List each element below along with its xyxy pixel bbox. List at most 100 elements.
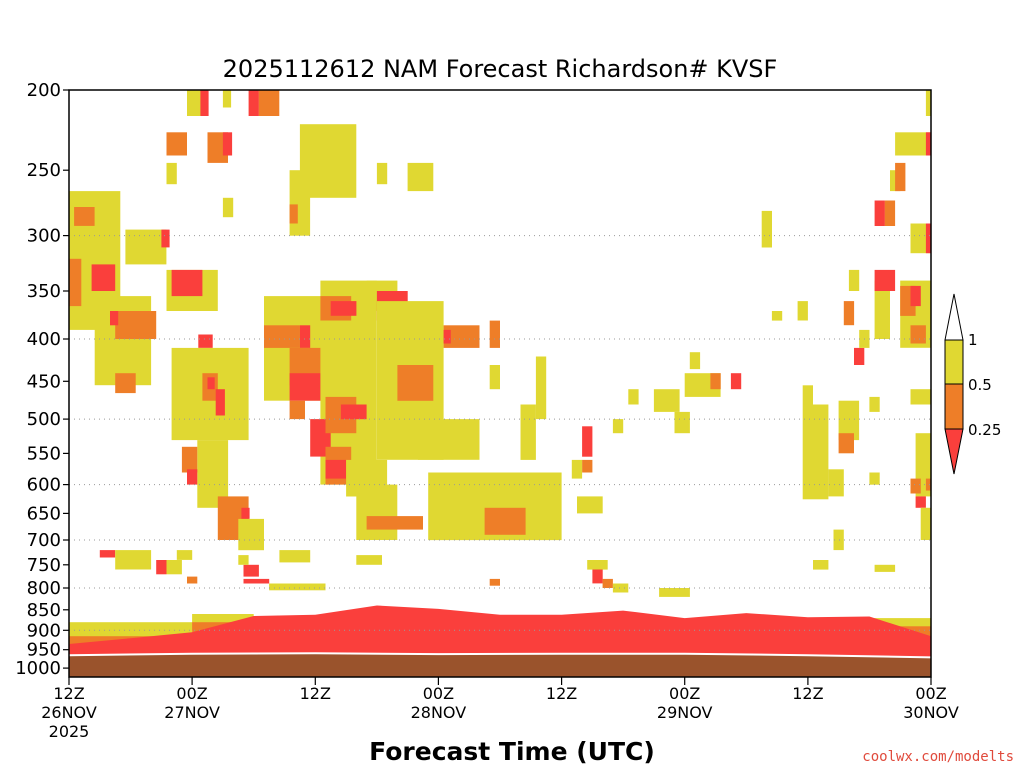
ri-cell-100 (895, 162, 906, 192)
legend-arrow-bottom (944, 428, 964, 475)
chart-title: 2025112612 NAM Forecast Richardson# KVSF (223, 55, 778, 83)
ri-cell-108 (910, 223, 931, 254)
ri-cell-129 (592, 569, 603, 584)
ri-cell-126 (243, 578, 270, 584)
ri-cell-58 (397, 365, 434, 401)
ri-cell-73 (628, 389, 639, 405)
ri-cell-16 (215, 389, 225, 416)
ri-cell-119 (166, 560, 182, 575)
ri-cell-1 (74, 207, 95, 226)
ri-cell-71 (577, 496, 603, 514)
x-tick-label-60-1: 00Z (669, 684, 700, 703)
ri-cell-112 (910, 478, 921, 494)
ri-cell-135 (874, 564, 896, 572)
ri-cell-21 (241, 507, 250, 519)
y-tick-label-550: 550 (27, 443, 61, 464)
ri-cell-113 (915, 496, 926, 508)
ri-cell-83 (802, 385, 813, 405)
ri-cell-59 (417, 419, 480, 460)
ri-cell-61 (443, 329, 451, 344)
ri-cell-28 (166, 132, 187, 156)
y-tick-label-400: 400 (27, 329, 61, 350)
ri-cell-9 (161, 229, 170, 248)
ri-cell-96 (874, 269, 896, 291)
x-tick-label-0-3: 2025 (49, 722, 90, 741)
ri-cell-78 (730, 373, 742, 390)
ri-cell-66 (489, 365, 500, 390)
x-tick-label-48-1: 12Z (546, 684, 577, 703)
ri-cell-88 (838, 433, 854, 454)
ri-cell-51 (325, 459, 346, 479)
ri-cell-97 (874, 200, 885, 226)
ri-cell-26 (248, 90, 259, 116)
ri-cell-114 (920, 507, 931, 540)
ri-cell-122 (243, 564, 259, 577)
y-tick-label-650: 650 (27, 503, 61, 524)
y-tick-label-300: 300 (27, 226, 61, 247)
y-tick-label-200: 200 (27, 80, 61, 101)
ri-cell-115 (925, 478, 931, 491)
ri-cell-75 (674, 411, 690, 434)
y-tick-label-950: 950 (27, 640, 61, 661)
x-tick-label-24-1: 12Z (300, 684, 331, 703)
ground-layer (69, 654, 931, 677)
ri-cell-31 (222, 132, 233, 156)
ri-cell-74 (653, 389, 680, 412)
ri-cell-15 (207, 377, 215, 390)
legend-swatch-yellow (944, 339, 964, 385)
ri-cell-46 (330, 301, 357, 316)
ri-cell-3 (91, 264, 116, 291)
ri-cell-118 (156, 560, 167, 575)
ri-cell-63 (484, 507, 526, 535)
x-tick-label-36-1: 00Z (423, 684, 454, 703)
ri-cell-133 (659, 588, 690, 597)
ri-cell-34 (289, 170, 311, 236)
ri-cell-132 (489, 578, 500, 586)
x-tick-label-84-2: 30NOV (903, 703, 959, 722)
ri-cell-116 (99, 550, 116, 558)
ri-cell-101 (895, 132, 931, 156)
y-tick-label-750: 750 (27, 555, 61, 576)
legend: 1 0.5 0.25 (944, 293, 1001, 475)
ri-cell-19 (187, 469, 198, 485)
y-tick-label-600: 600 (27, 475, 61, 496)
x-tick-label-84-1: 00Z (915, 684, 946, 703)
y-tick-label-350: 350 (27, 281, 61, 302)
ri-cell-42 (289, 373, 326, 401)
ri-cell-128 (587, 560, 608, 570)
ri-cell-4 (94, 296, 152, 386)
ri-cell-72 (612, 419, 624, 434)
ri-cell-7 (115, 373, 136, 394)
x-tick-label-0-1: 12Z (53, 684, 84, 703)
ri-cell-121 (187, 576, 198, 584)
ri-cell-124 (279, 550, 311, 563)
y-tick-label-800: 800 (27, 578, 61, 599)
ri-cell-40 (299, 325, 311, 348)
credit-text: coolwx.com/modelts (862, 749, 1014, 765)
y-tick-label-500: 500 (27, 409, 61, 430)
ri-cell-84 (802, 404, 829, 500)
ri-cell-53 (356, 484, 398, 540)
ri-cell-35 (289, 204, 298, 224)
ri-cell-22 (238, 518, 264, 551)
ri-cell-67 (489, 320, 500, 348)
y-axis: 200 250 300 350 400 450 500 550 600 650 700 7508008… (15, 80, 69, 679)
ri-cell-8 (125, 229, 167, 265)
ri-cell-49 (340, 404, 367, 420)
ri-cell-29 (166, 162, 177, 185)
ri-cell-130 (602, 578, 613, 588)
ri-cell-98 (884, 200, 896, 226)
ri-cell-60 (443, 325, 480, 348)
plot-frame (68, 89, 932, 678)
ri-cell-25 (222, 90, 232, 108)
ri-cell-79 (689, 352, 701, 370)
ri-cell-87 (838, 400, 860, 441)
y-tick-label-700: 700 (27, 530, 61, 551)
plot-area (68, 89, 932, 678)
legend-arrow-top (944, 293, 964, 341)
ri-cell-89 (843, 301, 855, 326)
ri-cell-11 (171, 269, 203, 297)
x-tick-label-12-1: 00Z (176, 684, 207, 703)
ri-cell-30 (207, 132, 228, 163)
ri-cell-127 (269, 583, 326, 591)
